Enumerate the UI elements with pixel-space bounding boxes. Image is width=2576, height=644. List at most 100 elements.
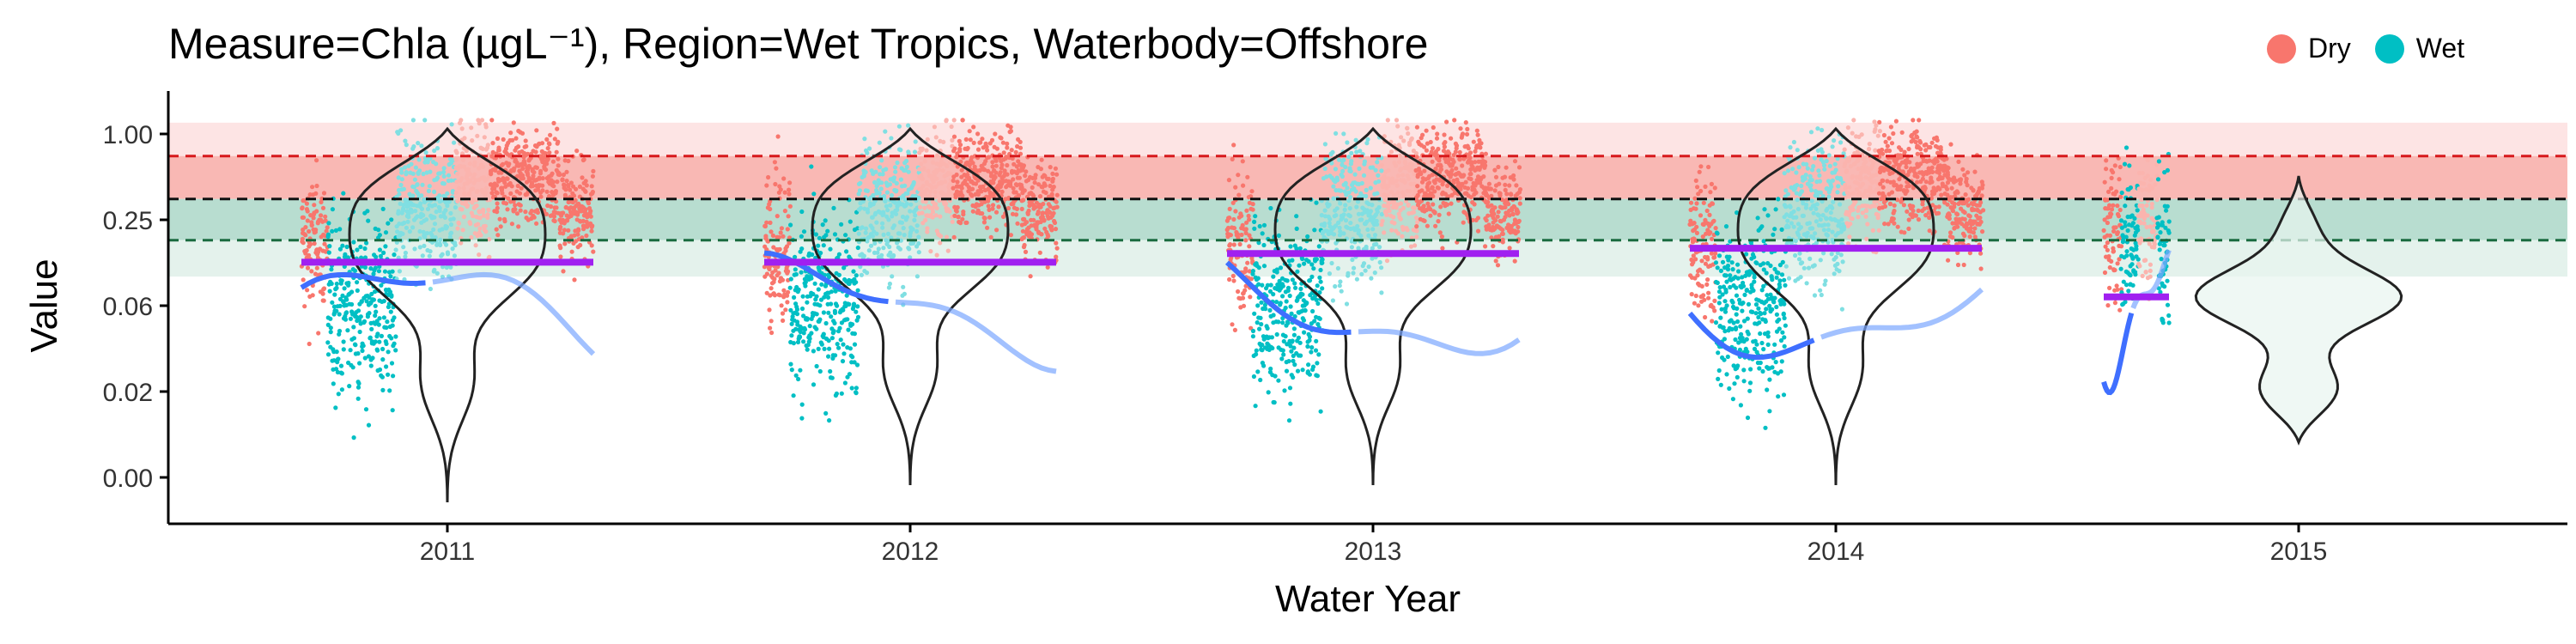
data-point (894, 188, 899, 193)
data-point (395, 130, 400, 135)
data-point (1409, 162, 1415, 167)
data-point (906, 123, 911, 128)
data-point (1754, 260, 1759, 266)
data-point (866, 210, 871, 215)
data-point (1750, 252, 1756, 258)
data-point (1451, 178, 1456, 184)
data-point (1851, 118, 1856, 123)
data-point (1729, 326, 1735, 331)
data-point (767, 307, 772, 313)
data-point (477, 216, 483, 221)
data-point (1051, 210, 1056, 216)
data-point (1336, 220, 1341, 225)
data-point (1434, 136, 1440, 141)
chart-title: Measure=Chla (µgL⁻¹), Region=Wet Tropics… (168, 20, 1429, 68)
data-point (341, 347, 346, 352)
data-point (1915, 179, 1920, 185)
data-point (799, 234, 805, 239)
data-point (1469, 161, 1474, 166)
data-point (1805, 230, 1810, 235)
data-point (1839, 217, 1844, 222)
data-point (320, 291, 325, 296)
data-point (835, 303, 840, 308)
data-point (1774, 275, 1779, 280)
data-point (1698, 213, 1704, 218)
data-point (832, 310, 838, 315)
data-point (1468, 171, 1473, 177)
data-point (568, 210, 574, 215)
data-point (1836, 184, 1841, 189)
data-point (355, 314, 360, 320)
data-point (573, 197, 578, 203)
data-point (392, 252, 397, 258)
data-point (548, 204, 554, 210)
data-point (1377, 259, 1382, 265)
data-point (979, 189, 984, 194)
data-point (477, 210, 483, 215)
data-point (969, 193, 975, 198)
data-point (1447, 151, 1452, 156)
data-point (1706, 164, 1711, 170)
data-point (343, 252, 348, 257)
data-point (1440, 182, 1445, 187)
data-point (865, 239, 870, 244)
data-point (870, 215, 875, 220)
legend-item-wet: Wet (2374, 33, 2464, 64)
data-point (1911, 118, 1916, 123)
data-point (1739, 331, 1744, 337)
data-point (854, 362, 860, 368)
data-point (562, 221, 567, 226)
data-point (1278, 265, 1284, 270)
data-point (1306, 258, 1311, 264)
data-point (578, 242, 583, 248)
data-point (904, 201, 909, 206)
data-point (568, 187, 573, 192)
data-point (575, 210, 580, 216)
data-point (544, 167, 549, 173)
data-point (1244, 220, 1249, 225)
data-point (1433, 167, 1438, 172)
data-point (347, 384, 352, 389)
data-point (951, 118, 957, 123)
data-point (838, 337, 843, 343)
data-point (1430, 159, 1435, 164)
data-point (1375, 191, 1380, 196)
data-point (1822, 167, 1827, 172)
data-point (1729, 260, 1735, 265)
data-point (379, 283, 384, 288)
data-point (1281, 338, 1286, 344)
data-point (1292, 281, 1297, 286)
data-point (1295, 368, 1301, 374)
data-point (587, 210, 592, 216)
data-point (1781, 311, 1786, 316)
data-point (1716, 301, 1722, 306)
data-point (1035, 221, 1040, 226)
data-point (1707, 212, 1712, 217)
data-point (1024, 169, 1029, 174)
data-point (1018, 145, 1024, 150)
data-point (1236, 192, 1242, 197)
data-point (1850, 131, 1855, 136)
data-point (1833, 255, 1838, 260)
data-point (1694, 224, 1699, 229)
data-point (979, 202, 984, 207)
data-point (1856, 166, 1861, 172)
data-point (374, 309, 379, 314)
data-point (1338, 279, 1343, 284)
data-point (762, 223, 768, 228)
data-point (1735, 306, 1740, 311)
data-point (1457, 157, 1462, 162)
data-point (483, 190, 489, 196)
data-point (789, 368, 794, 373)
data-point (880, 225, 885, 230)
data-point (957, 146, 963, 152)
data-point (1907, 160, 1912, 165)
data-point (1767, 377, 1772, 382)
data-point (1267, 289, 1273, 294)
data-point (484, 177, 489, 182)
data-point (313, 271, 319, 276)
data-point (902, 197, 908, 203)
data-point (453, 204, 459, 210)
data-point (1322, 208, 1327, 213)
data-point (874, 231, 879, 236)
